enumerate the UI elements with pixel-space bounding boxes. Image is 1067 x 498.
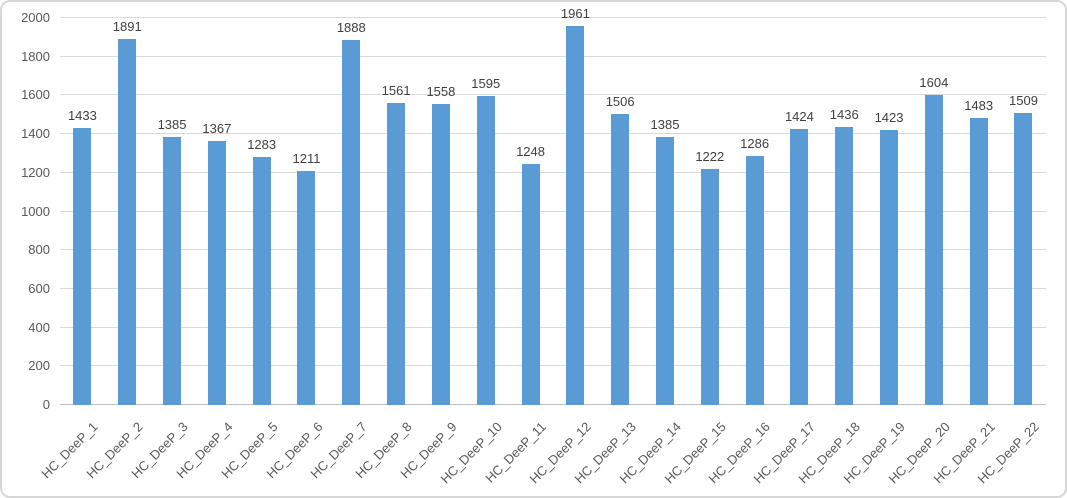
y-tick-label: 1400	[21, 126, 50, 142]
bar	[655, 137, 674, 405]
gridline	[60, 365, 1046, 367]
bar-value-label: 1961	[560, 5, 590, 21]
y-tick-label: 1200	[21, 164, 50, 180]
y-tick-label: 2000	[21, 10, 50, 25]
bar-cell: 1211	[284, 18, 329, 405]
bar	[163, 137, 182, 405]
bar-value-label: 1248	[516, 143, 545, 159]
gridline	[60, 55, 1046, 57]
bar-value-label: 1888	[336, 19, 366, 35]
bar-cell: 1483	[956, 18, 1001, 405]
bar-cell: 1385	[643, 18, 688, 405]
bar-value-label: 1423	[874, 109, 904, 125]
gridline	[60, 287, 1046, 289]
bar-cell: 1283	[239, 18, 284, 405]
bar-cell: 1961	[553, 6, 598, 405]
bar-value-label: 1436	[829, 107, 859, 123]
bar-series: 1433 1891 1385 1367 1283 1211 1888 1561 1558 1595…	[60, 6, 1046, 405]
gridline	[60, 249, 1046, 251]
bar-value-label: 1506	[605, 93, 635, 109]
gridline	[60, 171, 1046, 173]
bar-cell: 1248	[508, 18, 553, 405]
plot-area: 1433 1891 1385 1367 1283 1211 1888 1561 1558 1595…	[60, 6, 1046, 405]
gridline	[60, 133, 1046, 135]
bar-cell: 1506	[598, 18, 643, 405]
y-tick-label: 1600	[21, 87, 50, 103]
bar	[700, 168, 719, 405]
bar-cell: 1595	[463, 18, 508, 405]
bar	[207, 140, 226, 405]
bar	[566, 25, 585, 405]
bar-value-label: 1385	[650, 117, 680, 133]
bar-value-label: 1367	[202, 120, 232, 136]
bar	[611, 113, 630, 405]
bar	[1014, 113, 1033, 405]
y-tick-label: 400	[28, 319, 50, 335]
bar-cell: 1423	[867, 18, 912, 405]
bar-cell: 1424	[777, 18, 822, 405]
bar	[790, 129, 809, 405]
bar-value-label: 1483	[964, 98, 994, 114]
bar	[521, 163, 540, 405]
bar-value-label: 1283	[247, 136, 277, 152]
bar-cell: 1286	[732, 18, 777, 405]
bar-value-label: 1595	[471, 76, 501, 92]
bar	[118, 39, 137, 405]
bar-value-label: 1891	[112, 19, 142, 35]
bar-cell: 1222	[687, 18, 732, 405]
bar-value-label: 1558	[426, 83, 456, 99]
bar-cell: 1604	[911, 18, 956, 405]
x-axis-line	[60, 404, 1046, 405]
bar-value-label: 1604	[919, 74, 949, 90]
bar-cell: 1891	[105, 18, 150, 405]
bar	[342, 39, 361, 405]
bar	[969, 118, 988, 405]
bar	[431, 103, 450, 405]
bar-cell: 1436	[822, 18, 867, 405]
bar-value-label: 1286	[740, 136, 770, 152]
bar-value-label: 1424	[784, 109, 814, 125]
y-axis: 0 200 400 600 800 1000 1200 1400 1600 1800 2000	[8, 11, 50, 412]
y-tick-label: 1000	[21, 203, 50, 219]
bar-value-label: 1509	[1009, 93, 1038, 109]
gridline	[60, 94, 1046, 96]
bar-cell: 1385	[150, 18, 195, 405]
bar-cell: 1558	[419, 18, 464, 405]
bar-cell: 1433	[60, 18, 105, 405]
bar	[252, 156, 271, 405]
y-tick-label: 600	[28, 280, 50, 296]
bar	[476, 96, 495, 405]
gridline	[60, 17, 1046, 18]
y-tick-label: 0	[42, 397, 50, 412]
gridline	[60, 210, 1046, 212]
gridline	[60, 326, 1046, 328]
bar-value-label: 1433	[67, 107, 97, 123]
bar	[745, 156, 764, 405]
bar	[880, 129, 899, 405]
bar	[297, 170, 316, 405]
y-tick-label: 1800	[21, 48, 50, 64]
bar-value-label: 1222	[695, 148, 725, 164]
y-tick-label: 800	[28, 242, 50, 258]
y-tick-label: 200	[28, 358, 50, 374]
x-axis: HC_DeeP_1 HC_DeeP_2 HC_DeeP_3 HC_DeeP_4 HC_D…	[39, 411, 1046, 496]
bar-value-label: 1385	[157, 117, 187, 133]
bar	[835, 127, 854, 405]
bar	[387, 102, 406, 405]
bar-cell: 1367	[194, 18, 239, 405]
bar-cell: 1509	[1001, 18, 1046, 405]
bar	[924, 94, 943, 405]
bar-cell: 1888	[329, 18, 374, 405]
bar-value-label: 1211	[292, 150, 321, 166]
bar-value-label: 1561	[381, 82, 411, 98]
bar-cell: 1561	[374, 18, 419, 405]
bar	[73, 127, 92, 405]
